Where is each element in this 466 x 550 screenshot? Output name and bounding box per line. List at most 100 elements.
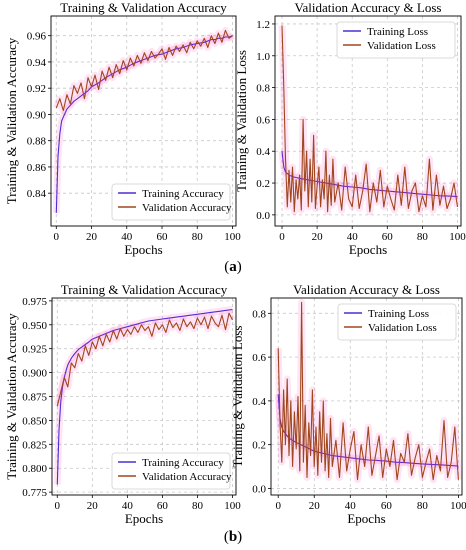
y-tick-label: 0.775 xyxy=(22,487,47,499)
x-tick-label: 40 xyxy=(345,500,357,512)
y-tick-label: 0.875 xyxy=(22,392,47,404)
y-tick-label: 0.84 xyxy=(27,188,47,200)
y-tick-label: 1.0 xyxy=(256,51,270,63)
y-tick-label: 0.800 xyxy=(22,463,47,475)
x-tick-label: 40 xyxy=(121,231,133,243)
x-axis-label: Epochs xyxy=(347,511,385,526)
legend: Training Accuracy Validation Accuracy xyxy=(111,183,232,221)
plot-area xyxy=(278,25,461,216)
y-axis-label: Training & Validation Loss xyxy=(234,50,249,192)
y-axis-label: Training & Validation Accuracy xyxy=(4,313,19,480)
y-tick-label: 1.2 xyxy=(256,19,270,31)
chart-3: 0 20 40 60 80 100 0.775 0.800 0.825 0.850 0.875 0.9… xyxy=(4,282,241,526)
x-tick-label: 60 xyxy=(381,500,393,512)
y-tick-label: 0.900 xyxy=(22,368,47,380)
axes-frame xyxy=(51,297,237,496)
x-tick-label: 40 xyxy=(122,500,134,512)
legend-box xyxy=(337,303,457,341)
y-tick-label: 0.825 xyxy=(22,439,47,451)
y-axis-label: Training & Validation Accuracy xyxy=(4,37,19,204)
panel-caption: (b) xyxy=(224,529,242,545)
x-tick-label: 100 xyxy=(450,500,466,512)
chart-title: Training & Validation Accuracy xyxy=(60,0,227,15)
axes-frame xyxy=(50,15,237,227)
y-tick-label: 0.94 xyxy=(27,57,47,69)
y-tick-label: 0.2 xyxy=(256,178,270,190)
legend-label: Training Accuracy xyxy=(142,457,224,469)
chart-1: 0 20 40 60 80 100 0.84 0.86 0.88 0.90 0.92 0.94 0.96… xyxy=(4,0,241,257)
series-line-2 xyxy=(56,312,233,407)
x-tick-label: 60 xyxy=(157,500,169,512)
series-line-2 xyxy=(55,29,233,112)
axes-frame xyxy=(270,297,463,496)
y-tick-label: 0.8 xyxy=(256,83,270,95)
y-tick-label: 0.975 xyxy=(22,296,47,308)
legend-box xyxy=(111,183,231,221)
chart-title: Validation Accuracy & Loss xyxy=(295,0,442,15)
x-tick-label: 20 xyxy=(309,500,321,512)
x-tick-label: 80 xyxy=(417,500,429,512)
legend: Training Accuracy Validation Accuracy xyxy=(111,452,232,490)
y-tick-label: 0.8 xyxy=(252,308,266,320)
chart-title: Training & Validation Accuracy xyxy=(61,282,228,297)
series-line-2 xyxy=(277,301,459,481)
legend-label: Training Loss xyxy=(367,26,428,38)
y-tick-label: 0.90 xyxy=(27,109,47,121)
x-tick-label: 80 xyxy=(192,231,204,243)
x-tick-label: 100 xyxy=(224,500,241,512)
y-tick-label: 0.0 xyxy=(256,210,270,222)
plot-area xyxy=(52,26,235,214)
chart-4: 0 20 40 60 80 100 0.0 0.2 0.4 0.6 0.8 Validation Ac… xyxy=(230,282,466,526)
y-tick-label: 0.925 xyxy=(22,344,47,356)
y-tick-label: 0.6 xyxy=(252,352,266,364)
plot-area xyxy=(274,298,462,484)
x-tick-label: 0 xyxy=(55,500,61,512)
x-axis-label: Epochs xyxy=(349,242,387,257)
y-tick-label: 0.88 xyxy=(27,136,47,148)
x-axis-label: Epochs xyxy=(124,242,162,257)
y-tick-label: 0.6 xyxy=(256,114,270,126)
y-tick-label: 0.4 xyxy=(252,396,266,408)
x-tick-label: 100 xyxy=(224,231,241,243)
y-tick-label: 0.86 xyxy=(27,162,47,174)
axes-frame xyxy=(274,15,462,227)
x-tick-label: 80 xyxy=(417,231,429,243)
x-tick-label: 0 xyxy=(279,231,285,243)
legend: Training Loss Validation Loss xyxy=(337,303,457,341)
y-tick-label: 0.2 xyxy=(252,440,266,452)
y-tick-label: 0.4 xyxy=(256,146,270,158)
x-tick-label: 40 xyxy=(347,231,359,243)
x-tick-label: 60 xyxy=(382,231,394,243)
y-tick-label: 0.92 xyxy=(27,83,46,95)
panel-caption: (a) xyxy=(224,259,242,275)
y-tick-label: 0.850 xyxy=(22,415,47,427)
legend-label: Validation Accuracy xyxy=(142,202,232,214)
plot-area xyxy=(53,306,236,485)
legend-label: Validation Loss xyxy=(367,40,436,52)
x-tick-label: 20 xyxy=(86,231,98,243)
legend-box xyxy=(111,452,231,490)
x-tick-label: 20 xyxy=(312,231,324,243)
legend-label: Validation Loss xyxy=(368,322,437,334)
y-tick-label: 0.96 xyxy=(27,31,47,43)
series-line-2 xyxy=(281,25,459,213)
legend-label: Training Accuracy xyxy=(142,188,224,200)
series-band xyxy=(53,309,236,407)
x-tick-label: 0 xyxy=(54,231,60,243)
legend-label: Training Loss xyxy=(368,308,429,320)
x-tick-label: 0 xyxy=(275,500,281,512)
x-tick-label: 100 xyxy=(449,231,466,243)
y-axis-label: Training & Validation Loss xyxy=(230,326,245,468)
legend: Training Loss Validation Loss xyxy=(336,21,456,59)
y-tick-label: 0.950 xyxy=(22,320,47,332)
x-tick-label: 80 xyxy=(192,500,204,512)
y-tick-label: 0.0 xyxy=(252,483,266,495)
x-tick-label: 60 xyxy=(157,231,169,243)
legend-box xyxy=(336,21,456,59)
series-line-1 xyxy=(55,35,233,213)
chart-title: Validation Accuracy & Loss xyxy=(293,282,440,297)
x-axis-label: Epochs xyxy=(125,511,163,526)
x-tick-label: 20 xyxy=(87,500,99,512)
chart-2: 0 20 40 60 80 100 0.0 0.2 0.4 0.6 0.8 1.0 1.2 Validat… xyxy=(234,0,466,257)
